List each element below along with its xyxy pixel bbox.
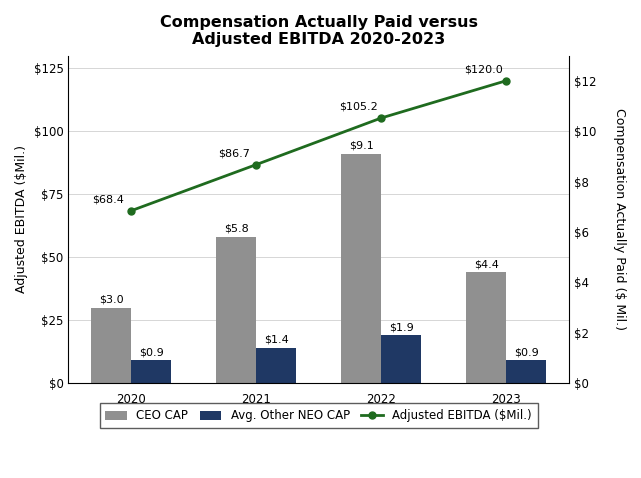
Text: $0.9: $0.9: [514, 348, 538, 358]
Legend: CEO CAP, Avg. Other NEO CAP, Adjusted EBITDA ($Mil.): CEO CAP, Avg. Other NEO CAP, Adjusted EB…: [99, 403, 538, 428]
Text: $3.0: $3.0: [99, 294, 123, 304]
Line: Adjusted EBITDA ($Mil.): Adjusted EBITDA ($Mil.): [128, 77, 510, 214]
Text: $1.9: $1.9: [389, 322, 413, 332]
Bar: [341, 154, 381, 383]
Adjusted EBITDA ($Mil.): [253, 162, 260, 167]
Title: Compensation Actually Paid versus
Adjusted EBITDA 2020-2023: Compensation Actually Paid versus Adjust…: [160, 15, 478, 47]
Bar: [131, 360, 171, 383]
Y-axis label: Compensation Actually Paid ($ Mil.): Compensation Actually Paid ($ Mil.): [613, 109, 626, 330]
Adjusted EBITDA ($Mil.): [503, 78, 510, 84]
Text: $5.8: $5.8: [224, 224, 249, 234]
Text: $1.4: $1.4: [263, 335, 288, 345]
Text: $4.4: $4.4: [474, 259, 499, 269]
Bar: [506, 360, 546, 383]
Bar: [466, 272, 506, 383]
Bar: [216, 237, 256, 383]
Text: $86.7: $86.7: [218, 148, 249, 158]
Text: $68.4: $68.4: [92, 195, 124, 205]
Text: $9.1: $9.1: [349, 141, 374, 151]
Adjusted EBITDA ($Mil.): [378, 115, 385, 121]
Text: $0.9: $0.9: [138, 348, 163, 358]
Adjusted EBITDA ($Mil.): [127, 208, 135, 214]
Bar: [91, 307, 131, 383]
Text: $105.2: $105.2: [339, 102, 378, 112]
Text: $120.0: $120.0: [464, 65, 503, 75]
Y-axis label: Adjusted EBITDA ($Mil.): Adjusted EBITDA ($Mil.): [15, 145, 28, 293]
Bar: [256, 348, 296, 383]
Bar: [381, 335, 421, 383]
